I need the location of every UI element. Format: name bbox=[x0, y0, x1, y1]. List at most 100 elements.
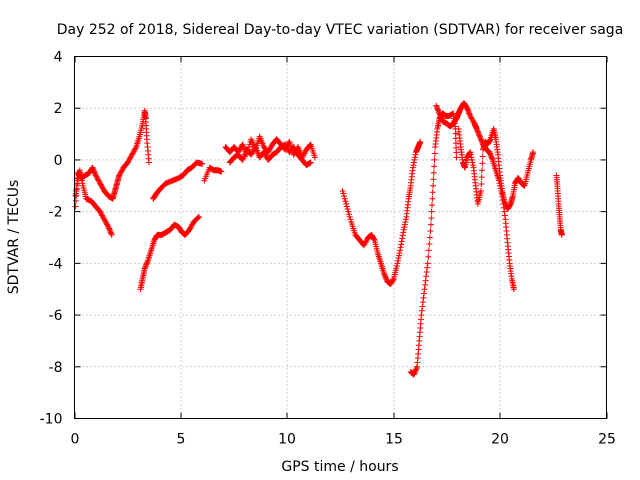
data-point bbox=[558, 231, 565, 238]
data-point bbox=[262, 151, 269, 158]
data-point bbox=[129, 150, 136, 157]
data-point bbox=[381, 270, 388, 277]
data-point bbox=[465, 107, 472, 114]
data-point bbox=[502, 200, 509, 207]
data-point bbox=[363, 237, 370, 244]
data-point bbox=[431, 156, 438, 163]
data-point bbox=[346, 213, 353, 220]
data-point bbox=[399, 232, 406, 239]
data-point bbox=[478, 137, 485, 144]
data-point bbox=[421, 286, 428, 293]
x-tick-label: 15 bbox=[385, 432, 403, 448]
x-tick-label: 10 bbox=[278, 432, 296, 448]
data-point bbox=[102, 218, 109, 225]
data-point bbox=[411, 370, 418, 377]
data-point bbox=[409, 164, 416, 171]
data-point bbox=[99, 184, 106, 191]
data-point bbox=[383, 275, 390, 282]
data-point bbox=[97, 180, 104, 187]
data-point bbox=[91, 168, 98, 175]
data-point bbox=[469, 159, 476, 166]
data-point bbox=[72, 197, 79, 204]
data-point bbox=[435, 109, 442, 116]
data-point bbox=[95, 177, 102, 184]
data-point bbox=[248, 150, 255, 157]
data-point bbox=[143, 261, 150, 268]
data-point bbox=[420, 294, 427, 301]
data-point bbox=[425, 247, 432, 254]
data-point bbox=[117, 169, 124, 176]
data-point bbox=[371, 236, 378, 243]
data-point bbox=[92, 171, 99, 178]
data-point bbox=[422, 277, 429, 284]
x-tick-label: 0 bbox=[71, 432, 80, 448]
data-point bbox=[126, 155, 133, 162]
data-point bbox=[410, 162, 417, 169]
data-point bbox=[419, 299, 426, 306]
data-point bbox=[98, 182, 105, 189]
data-point bbox=[195, 214, 202, 221]
data-point bbox=[361, 240, 368, 247]
data-point bbox=[395, 255, 402, 262]
data-point bbox=[97, 181, 104, 188]
data-point bbox=[477, 134, 484, 141]
data-point bbox=[394, 260, 401, 267]
data-point bbox=[93, 173, 100, 180]
data-point bbox=[102, 217, 109, 224]
data-point bbox=[437, 112, 444, 119]
data-point bbox=[116, 172, 123, 179]
data-point bbox=[283, 144, 290, 150]
data-point bbox=[396, 252, 403, 259]
data-point bbox=[474, 128, 481, 135]
data-point bbox=[464, 105, 471, 112]
data-point bbox=[302, 149, 309, 156]
data-point bbox=[401, 221, 408, 228]
data-point bbox=[466, 111, 473, 118]
data-point bbox=[510, 286, 517, 293]
data-point bbox=[90, 165, 97, 172]
data-point bbox=[426, 234, 433, 241]
data-point bbox=[362, 239, 369, 246]
data-point bbox=[124, 159, 131, 166]
data-point bbox=[434, 106, 441, 113]
data-point bbox=[72, 203, 79, 210]
data-point bbox=[292, 146, 299, 153]
data-point bbox=[501, 212, 508, 219]
data-point bbox=[401, 224, 408, 231]
data-point bbox=[411, 156, 418, 163]
data-point bbox=[94, 176, 101, 183]
data-point bbox=[188, 222, 195, 229]
data-point bbox=[436, 111, 443, 118]
data-point bbox=[429, 195, 436, 202]
data-point bbox=[347, 216, 354, 223]
data-point bbox=[434, 105, 441, 112]
plot-frame bbox=[74, 56, 607, 419]
data-point bbox=[501, 199, 508, 206]
data-point bbox=[291, 145, 298, 152]
data-point bbox=[394, 257, 401, 264]
y-tick-label: -6 bbox=[49, 308, 63, 324]
data-point bbox=[144, 259, 151, 266]
data-point bbox=[267, 145, 274, 152]
x-tick-label: 25 bbox=[598, 432, 616, 448]
data-marks bbox=[72, 100, 565, 378]
data-point bbox=[187, 224, 194, 231]
data-point bbox=[341, 193, 348, 200]
data-point bbox=[98, 211, 105, 218]
data-point bbox=[346, 211, 353, 218]
data-point bbox=[199, 160, 206, 167]
data-point bbox=[342, 198, 349, 205]
data-point bbox=[427, 228, 434, 235]
data-point bbox=[285, 140, 292, 147]
data-point bbox=[478, 181, 485, 188]
data-point bbox=[400, 229, 407, 236]
data-point bbox=[479, 167, 486, 174]
data-point bbox=[106, 226, 113, 233]
data-point bbox=[343, 200, 350, 207]
data-point bbox=[479, 153, 486, 160]
data-point bbox=[116, 171, 123, 178]
data-point bbox=[142, 264, 149, 271]
data-point bbox=[393, 262, 400, 269]
data-point bbox=[97, 209, 104, 216]
